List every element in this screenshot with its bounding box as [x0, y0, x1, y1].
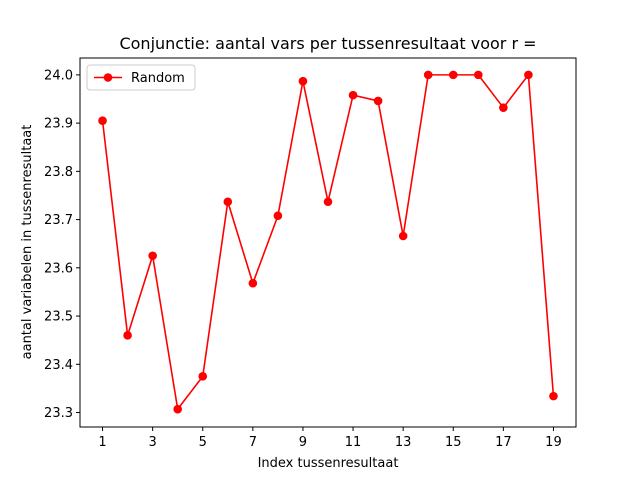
data-point — [148, 251, 157, 261]
y-tick-label: 23.6 — [44, 261, 73, 276]
data-point — [474, 70, 483, 80]
data-point — [499, 103, 508, 112]
x-tick-label: 5 — [199, 435, 207, 450]
x-tick-label: 11 — [345, 435, 362, 450]
data-point — [198, 372, 208, 381]
data-point — [273, 211, 283, 221]
data-point — [323, 197, 333, 207]
x-tick-label: 13 — [395, 435, 412, 450]
y-tick-label: 23.8 — [44, 165, 73, 180]
y-tick-label: 23.4 — [44, 358, 73, 373]
x-tick-label: 9 — [299, 435, 307, 450]
chart-title: Conjunctie: aantal vars per tussenresult… — [119, 34, 536, 53]
x-tick-label: 3 — [149, 435, 157, 450]
data-point — [348, 90, 358, 100]
x-tick-label: 19 — [545, 435, 562, 450]
data-point — [298, 76, 308, 86]
x-tick-label: 1 — [98, 435, 106, 450]
data-point — [448, 70, 458, 80]
data-point — [373, 96, 383, 106]
y-tick-label: 23.9 — [44, 117, 73, 132]
x-axis-label: Index tussenresultaat — [258, 456, 399, 471]
x-tick-label: 7 — [249, 435, 257, 450]
series-line-random — [101, 74, 555, 410]
axes-frame — [79, 57, 577, 428]
x-tick-label: 15 — [445, 435, 462, 450]
data-point — [423, 70, 433, 80]
data-point — [524, 70, 533, 80]
plot-area: 1 3 5 7 9 11 13 15 17 1923.323.423.523.623.723.82… — [44, 57, 577, 450]
legend-label: Random — [131, 71, 185, 86]
y-tick-label: 23.7 — [44, 213, 73, 228]
y-tick-label: 23.5 — [44, 310, 73, 325]
data-point — [223, 197, 233, 207]
legend: Random — [86, 64, 196, 91]
data-point — [248, 278, 258, 288]
data-point — [549, 391, 558, 401]
data-point — [123, 331, 132, 340]
data-point — [173, 404, 182, 414]
legend-marker — [103, 73, 113, 82]
x-tick-label: 17 — [495, 435, 512, 450]
legend-box — [86, 64, 196, 91]
y-axis-label: aantal variabelen in tussenresultaat — [20, 125, 35, 360]
y-tick-label: 24.0 — [44, 68, 73, 83]
data-point — [98, 116, 107, 126]
y-tick-label: 23.3 — [44, 406, 73, 421]
data-point — [398, 231, 408, 241]
